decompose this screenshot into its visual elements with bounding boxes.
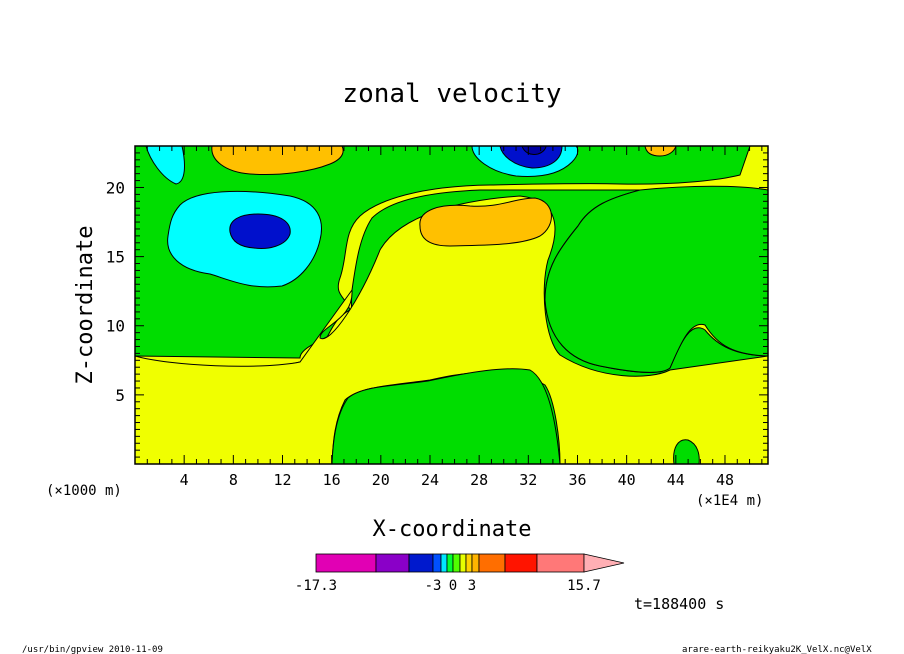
region-yellow-lower (135, 195, 768, 464)
colorbar-tick-label: -17.3 (295, 578, 337, 594)
region-green-small (673, 439, 700, 464)
colorbar-tick-label: 0 (449, 578, 457, 594)
y-axis-label: Z-coordinate (73, 226, 98, 385)
colorbar-tick-label: 3 (468, 578, 476, 594)
x-unit-right: (×1E4 m) (696, 493, 763, 509)
contour-field (135, 146, 768, 464)
x-tick-label: 32 (519, 471, 537, 489)
region-blue-top (499, 146, 563, 169)
x-tick-label: 36 (568, 471, 586, 489)
region-green-right (544, 185, 768, 373)
y-tick-label: 15 (106, 248, 125, 267)
colorbar-swatch (440, 553, 448, 573)
x-tick-label: 44 (667, 471, 685, 489)
footer-right: arare-earth-reikyaku2K_VelX.nc@VelX (682, 645, 872, 654)
colorbar-swatch (446, 553, 454, 573)
x-unit-left: (×1000 m) (46, 483, 122, 499)
colorbar-swatch (478, 553, 506, 573)
y-tick-label: 5 (115, 386, 125, 405)
colorbar-swatch (465, 553, 473, 573)
region-cyan-top-left (145, 146, 185, 185)
y-tick-label: 20 (106, 178, 125, 197)
colorbar-swatch (315, 553, 377, 573)
region-blue-left (229, 213, 291, 249)
x-tick-label: 28 (470, 471, 488, 489)
colorbar-swatch (471, 553, 480, 573)
x-tick-label: 4 (180, 471, 189, 489)
time-label: t=188400 s (634, 595, 724, 613)
colorbar-swatch (452, 553, 461, 573)
x-tick-label: 12 (273, 471, 291, 489)
x-tick-label: 20 (372, 471, 390, 489)
colorbar: -17.3 -3 0 3 15.7 (295, 553, 625, 594)
x-tick-label: 24 (421, 471, 439, 489)
colorbar-swatch (504, 553, 538, 573)
colorbar-swatch (408, 553, 434, 573)
colorbar-swatch (459, 553, 467, 573)
colorbar-arrow (583, 553, 625, 573)
x-tick-label: 16 (323, 471, 341, 489)
colorbar-tick-label: -3 (425, 578, 442, 594)
region-orange-middle (419, 197, 552, 247)
colorbar-swatch (432, 553, 442, 573)
x-tick-label: 40 (618, 471, 636, 489)
footer-left: /usr/bin/gpview 2010-11-09 (22, 645, 163, 654)
x-tick-label: 8 (229, 471, 238, 489)
colorbar-swatch (375, 553, 410, 573)
region-green-lower-middle (331, 368, 561, 464)
region-orange-top-left (211, 146, 344, 175)
colorbar-swatch (536, 553, 585, 573)
y-tick-label: 10 (106, 317, 125, 336)
colorbar-tick-label: 15.7 (567, 578, 601, 594)
x-tick-label: 48 (716, 471, 734, 489)
chart-title: zonal velocity (342, 79, 561, 109)
region-orange-top-right (644, 146, 677, 157)
x-axis-label: X-coordinate (373, 517, 532, 542)
